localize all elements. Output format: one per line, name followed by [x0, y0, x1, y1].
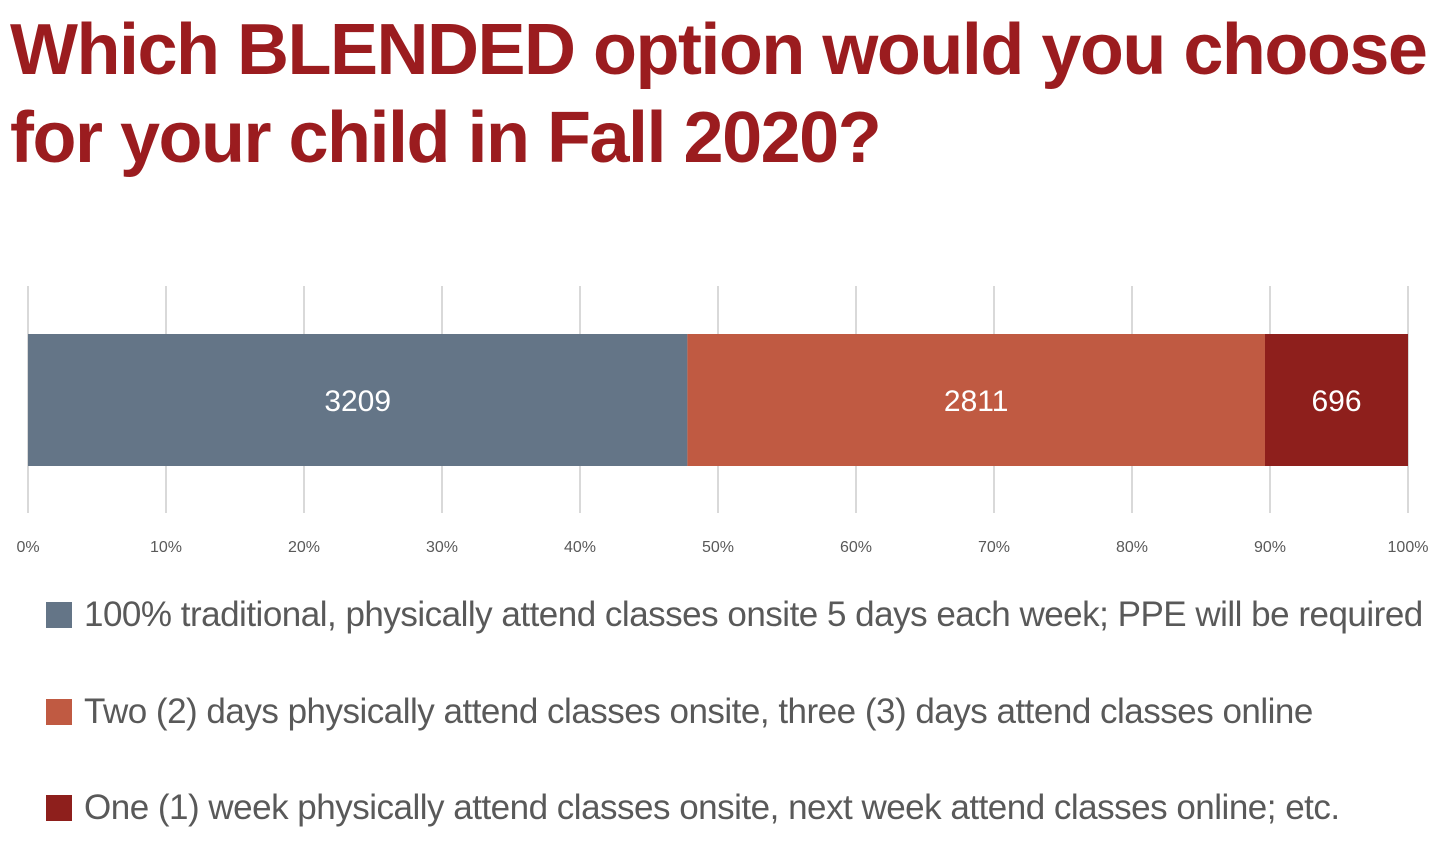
x-tick-label: 90%: [1254, 539, 1286, 556]
x-tick-label: 80%: [1116, 539, 1148, 556]
stacked-bar-chart: 3209 2811 696 0% 10% 20% 30% 40% 50% 60% 70% 80% 90…: [16, 286, 1428, 556]
bar-segments: [28, 334, 1408, 466]
x-tick-labels: 0% 10% 20% 30% 40% 50% 60% 70% 80% 90% 100%: [16, 539, 1428, 556]
legend-label: Two (2) days physically attend classes o…: [84, 692, 1313, 731]
legend-item-alternate-week: One (1) week physically attend classes o…: [46, 783, 1446, 833]
legend-swatch: [46, 795, 72, 821]
x-tick-label: 70%: [978, 539, 1010, 556]
bar-segment: [687, 334, 1265, 466]
chart-title: Which BLENDED option would you choose fo…: [10, 10, 1428, 178]
x-tick-label: 0%: [16, 539, 39, 556]
x-tick-label: 60%: [840, 539, 872, 556]
x-tick-label: 20%: [288, 539, 320, 556]
bar-segment: [1264, 334, 1408, 466]
legend-swatch: [46, 699, 72, 725]
bar-segment: [28, 334, 688, 466]
legend-label: 100% traditional, physically attend clas…: [84, 595, 1423, 634]
x-tick-label: 40%: [564, 539, 596, 556]
bar-value-label: 696: [1311, 385, 1361, 418]
x-tick-label: 30%: [426, 539, 458, 556]
legend-item-two-days: Two (2) days physically attend classes o…: [46, 687, 1446, 737]
legend-label: One (1) week physically attend classes o…: [84, 788, 1340, 827]
x-tick-label: 10%: [150, 539, 182, 556]
x-tick-label: 100%: [1388, 539, 1429, 556]
bar-value-label: 3209: [324, 385, 391, 418]
legend-swatch: [46, 602, 72, 628]
bar-value-label: 2811: [944, 385, 1009, 418]
value-labels: 3209 2811 696: [324, 385, 1361, 418]
legend-item-traditional: 100% traditional, physically attend clas…: [46, 590, 1446, 640]
x-tick-label: 50%: [702, 539, 734, 556]
